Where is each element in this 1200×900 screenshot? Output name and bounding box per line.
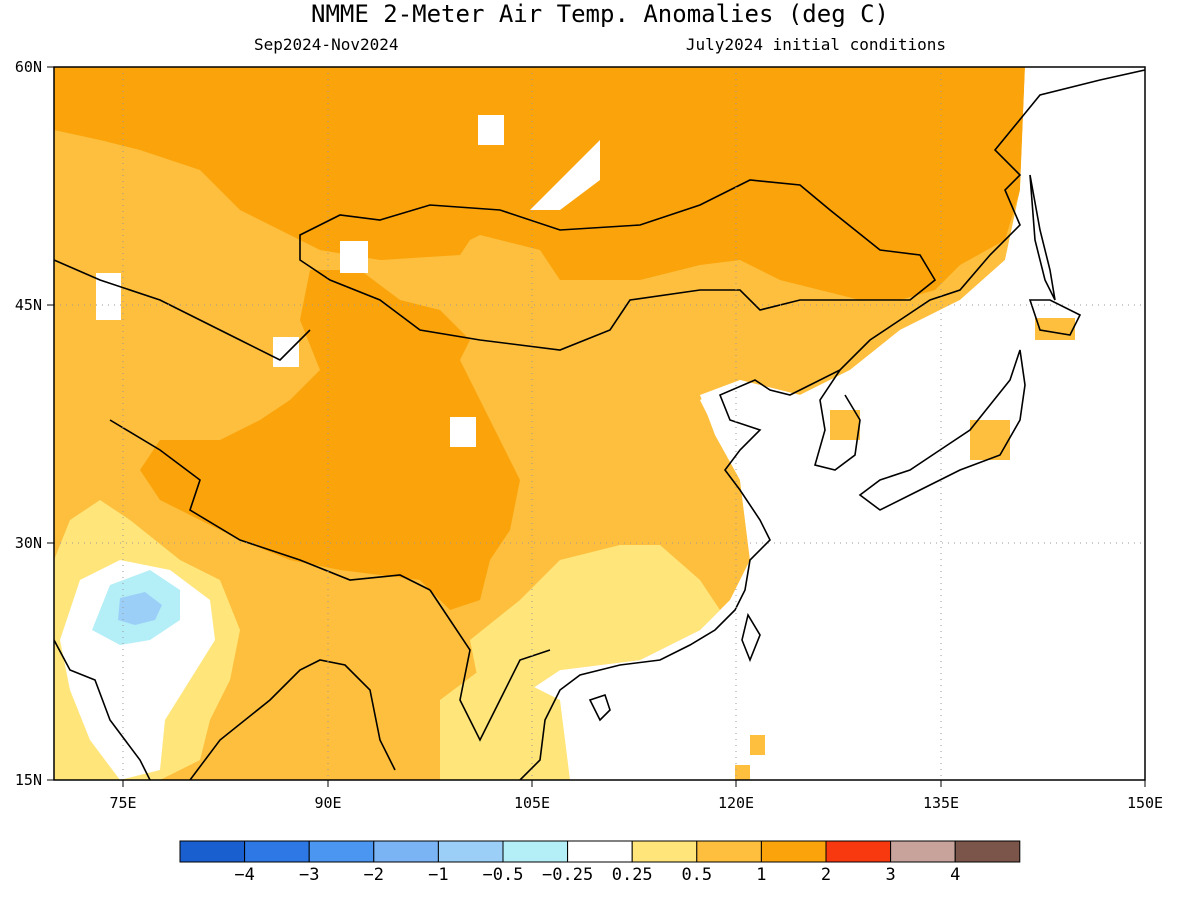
colorbar-swatch xyxy=(179,840,246,863)
colorbar-swatch xyxy=(760,840,827,863)
anomaly-spot-japan xyxy=(970,420,1010,460)
map-frame xyxy=(53,66,1146,781)
lon-tick-label: 75E xyxy=(109,794,136,812)
coastlines-and-borders xyxy=(54,69,1145,780)
lake-mask-qinghai xyxy=(450,417,476,447)
colorbar-swatch xyxy=(373,840,439,863)
colorbar-swatch xyxy=(502,840,569,863)
initial-conditions-label: July2024 initial conditions xyxy=(686,35,946,54)
border-central-asia xyxy=(54,259,311,361)
anomaly-field xyxy=(54,67,1145,780)
colorbar-label: −2 xyxy=(364,865,384,885)
coastline-bay-of-bengal xyxy=(189,659,396,780)
lake-mask-baikal xyxy=(530,140,600,210)
colorbar-swatch xyxy=(567,840,633,863)
colorbar-label: −1 xyxy=(428,865,448,885)
lat-tick-label: 30N xyxy=(15,534,42,552)
colorbar-swatch xyxy=(308,840,375,863)
lon-tick-label: 150E xyxy=(1127,794,1163,812)
colorbar-label: 0.25 xyxy=(612,865,653,885)
colorbar-swatch xyxy=(244,840,310,863)
anomaly-region-dark-orange-north xyxy=(54,67,1025,300)
anomaly-spot-luzon xyxy=(750,735,765,755)
colorbar-label: −3 xyxy=(299,865,319,885)
anomaly-region-pale-yellow-indochina xyxy=(440,670,570,780)
lake-mask-ubsu xyxy=(340,241,368,273)
lon-tick-label: 90E xyxy=(314,794,341,812)
colorbar-label: 1 xyxy=(756,865,766,885)
coastline-japan xyxy=(858,349,1026,511)
anomaly-spot-philippines xyxy=(735,765,750,780)
coastline-taiwan xyxy=(741,612,761,663)
border-mongolia xyxy=(299,179,937,351)
colorbar-label: −0.25 xyxy=(542,865,593,885)
colorbar-swatch xyxy=(631,840,698,863)
coastline-india xyxy=(54,639,151,780)
colorbar-swatch xyxy=(954,840,1021,863)
border-himalaya xyxy=(109,419,431,591)
colorbar-label: 4 xyxy=(950,865,960,885)
coastline-hokkaido xyxy=(1028,299,1082,336)
anomaly-region-neutral-pacific xyxy=(700,67,1145,780)
anomaly-region-light-blue xyxy=(118,592,162,625)
gridlines xyxy=(54,67,1145,780)
period-label: Sep2024-Nov2024 xyxy=(254,35,399,54)
lat-tick-label: 45N xyxy=(15,296,42,314)
anomaly-region-dark-orange-tibet xyxy=(140,270,520,610)
colorbar-swatch xyxy=(825,840,892,863)
coastline-hainan xyxy=(588,693,611,722)
colorbar-label: −0.5 xyxy=(483,865,524,885)
lake-mask-issyk-kul xyxy=(273,337,299,367)
lat-tick-label: 60N xyxy=(15,58,42,76)
map-title: NMME 2-Meter Air Temp. Anomalies (deg C) xyxy=(311,0,889,28)
lat-axis: 60N 45N 30N 15N xyxy=(15,58,54,789)
anomaly-spot-hokkaido xyxy=(1035,318,1075,340)
anomaly-spot-korea xyxy=(830,410,860,440)
colorbar-swatch xyxy=(890,840,956,863)
colorbar-label: 3 xyxy=(885,865,895,885)
colorbar-swatch xyxy=(437,840,504,863)
coastline-korea xyxy=(814,369,861,471)
colorbar-label: 2 xyxy=(821,865,831,885)
coastline-sakhalin xyxy=(1029,174,1056,301)
lake-mask-north xyxy=(478,115,504,145)
colorbar-swatch xyxy=(696,840,762,863)
colorbar-label: 0.5 xyxy=(681,865,712,885)
colorbar: −4 −3 −2 −1 −0.5 −0.25 0.25 0.5 1 2 3 4 xyxy=(179,840,1021,885)
coastline-east-asia xyxy=(519,69,1145,780)
border-indochina xyxy=(429,589,551,742)
colorbar-label: −4 xyxy=(234,865,254,885)
lon-tick-label: 120E xyxy=(718,794,754,812)
lon-tick-label: 105E xyxy=(514,794,550,812)
lon-axis: 75E 90E 105E 120E 135E 150E xyxy=(109,780,1163,812)
lat-tick-label: 15N xyxy=(15,771,42,789)
lon-tick-label: 135E xyxy=(923,794,959,812)
